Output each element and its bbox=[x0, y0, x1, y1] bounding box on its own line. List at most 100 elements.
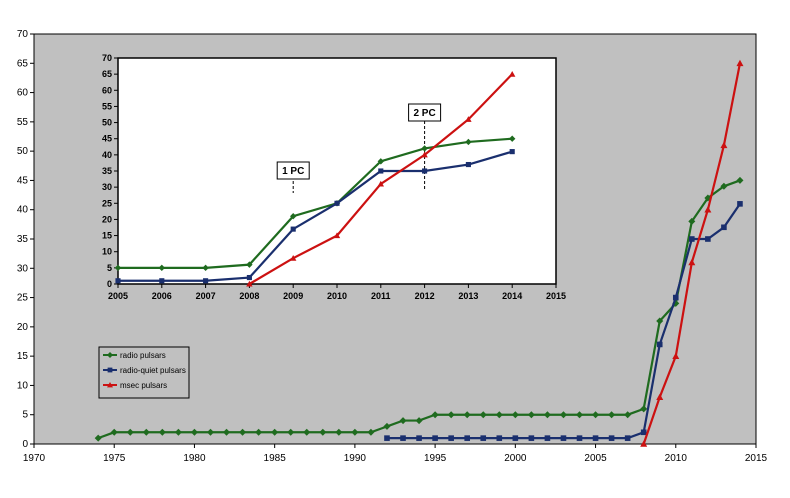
main-y-tick-label: 55 bbox=[17, 117, 29, 128]
inset-x-tick-label: 2014 bbox=[502, 291, 522, 301]
main-point-radio-quiet-pulsars bbox=[737, 201, 743, 207]
main-y-tick-label: 40 bbox=[17, 205, 29, 216]
annotation-box bbox=[408, 103, 442, 122]
main-y-tick-label: 45 bbox=[17, 175, 29, 186]
main-point-radio-quiet-pulsars bbox=[416, 435, 422, 441]
inset-y-tick-label: 25 bbox=[102, 198, 112, 208]
main-point-radio-pulsars bbox=[158, 428, 166, 436]
inset-point-radio-pulsars bbox=[246, 261, 253, 268]
legend: radio pulsars radio-quiet pulsars msec pul… bbox=[98, 346, 190, 399]
main-y-tick-label: 20 bbox=[17, 322, 29, 333]
main-point-radio-quiet-pulsars bbox=[464, 435, 470, 441]
inset-point-radio-pulsars bbox=[509, 135, 516, 142]
main-x-tick-label: 2010 bbox=[665, 453, 688, 464]
main-point-msec-pulsars bbox=[672, 352, 680, 359]
main-point-radio-pulsars bbox=[190, 428, 198, 436]
inset-x-tick-label: 2005 bbox=[108, 291, 128, 301]
main-series-radio-quiet-pulsars bbox=[384, 201, 743, 441]
main-point-radio-quiet-pulsars bbox=[512, 435, 519, 441]
inset-point-msec-pulsars bbox=[421, 151, 428, 158]
main-point-radio-pulsars bbox=[223, 428, 231, 436]
main-point-radio-quiet-pulsars bbox=[672, 294, 679, 301]
inset-point-radio-quiet-pulsars bbox=[115, 278, 121, 284]
main-point-radio-quiet-pulsars bbox=[432, 435, 438, 441]
main-point-radio-pulsars bbox=[479, 411, 487, 419]
inset-x-tick-label: 2013 bbox=[458, 291, 478, 301]
inset-y-tick-label: 0 bbox=[107, 279, 112, 289]
inset-plot-area bbox=[117, 57, 557, 285]
inset-line-radio-quiet-pulsars bbox=[118, 150, 513, 282]
main-y-tick-label: 65 bbox=[17, 58, 29, 69]
inset-point-radio-pulsars bbox=[377, 158, 384, 165]
inset-x-tick-label: 2011 bbox=[371, 291, 391, 301]
main-point-radio-pulsars bbox=[174, 428, 182, 436]
legend-item-radio-pulsars: radio pulsars bbox=[103, 351, 166, 360]
inset-y-tick-label: 55 bbox=[102, 101, 112, 111]
annotation-label: 1 PC bbox=[282, 166, 304, 177]
main-x-tick-label: 2005 bbox=[584, 453, 607, 464]
inset-point-radio-pulsars bbox=[290, 213, 297, 220]
main-point-radio-pulsars bbox=[255, 428, 263, 436]
main-x-tick-label: 1985 bbox=[264, 453, 287, 464]
inset-point-radio-quiet-pulsars bbox=[290, 226, 296, 232]
main-point-radio-quiet-pulsars bbox=[705, 236, 711, 242]
inset-y-tick-label: 5 bbox=[107, 263, 112, 273]
annotation-label: 2 PC bbox=[413, 108, 435, 119]
inset-y-tick-label: 10 bbox=[102, 247, 112, 257]
legend-swatch-marker bbox=[107, 367, 113, 373]
main-point-msec-pulsars bbox=[640, 440, 648, 447]
legend-item-radio-quiet-pulsars: radio-quiet pulsars bbox=[103, 366, 186, 375]
main-point-radio-pulsars bbox=[463, 411, 471, 419]
main-point-radio-pulsars bbox=[543, 411, 551, 419]
main-x-tick-label: 1995 bbox=[424, 453, 447, 464]
main-point-msec-pulsars bbox=[736, 59, 744, 67]
legend-label: radio pulsars bbox=[120, 351, 166, 360]
main-point-radio-pulsars bbox=[495, 411, 503, 419]
main-point-radio-pulsars bbox=[110, 428, 118, 436]
main-point-radio-pulsars bbox=[559, 411, 567, 419]
inset-point-radio-quiet-pulsars bbox=[422, 168, 428, 174]
inset-y-tick-label: 20 bbox=[102, 214, 112, 224]
main-point-radio-pulsars bbox=[206, 428, 214, 436]
inset-point-radio-pulsars bbox=[421, 145, 428, 152]
main-point-radio-pulsars bbox=[239, 428, 247, 436]
inset-series-radio-quiet-pulsars bbox=[115, 149, 515, 284]
main-point-radio-pulsars bbox=[94, 434, 102, 442]
inset-point-msec-pulsars bbox=[465, 116, 472, 122]
inset-chart: 0 5 10 15 20 25 30 35 40 45 50 55 60 65 70 2005 2006 2007… bbox=[102, 53, 566, 301]
main-y-tick-label: 60 bbox=[17, 88, 29, 99]
inset-y-tick-label: 45 bbox=[102, 134, 112, 144]
main-point-radio-pulsars bbox=[656, 317, 664, 325]
main-point-radio-pulsars bbox=[527, 411, 535, 419]
main-point-radio-quiet-pulsars bbox=[480, 435, 487, 441]
inset-y-tick-label: 65 bbox=[102, 69, 112, 79]
main-point-radio-pulsars bbox=[415, 417, 423, 425]
main-point-radio-pulsars bbox=[335, 428, 343, 436]
main-y-tick-label: 25 bbox=[17, 293, 29, 304]
inset-point-radio-quiet-pulsars bbox=[246, 274, 252, 281]
inset-series-msec-pulsars bbox=[246, 70, 516, 287]
inset-y-tick-label: 35 bbox=[102, 166, 112, 176]
main-point-radio-pulsars bbox=[447, 411, 455, 419]
main-point-radio-pulsars bbox=[287, 428, 295, 436]
inset-point-msec-pulsars bbox=[377, 180, 384, 187]
inset-y-tick-label: 30 bbox=[102, 182, 112, 192]
inset-line-radio-pulsars bbox=[118, 137, 513, 269]
main-point-radio-quiet-pulsars bbox=[721, 224, 727, 231]
main-x-tick-label: 2015 bbox=[745, 453, 768, 464]
inset-y-tick-label: 40 bbox=[102, 150, 112, 160]
main-series-msec-pulsars bbox=[640, 59, 744, 447]
main-point-radio-pulsars bbox=[367, 428, 375, 436]
main-point-radio-quiet-pulsars bbox=[624, 435, 631, 441]
main-point-radio-quiet-pulsars bbox=[592, 435, 599, 441]
inset-y-tick-label: 50 bbox=[102, 118, 112, 128]
inset-x-tick-label: 2009 bbox=[283, 291, 303, 301]
inset-y-tick-label: 15 bbox=[102, 231, 112, 241]
inset-point-radio-quiet-pulsars bbox=[465, 161, 471, 168]
inset-point-radio-quiet-pulsars bbox=[159, 278, 165, 284]
annotation-box bbox=[276, 161, 310, 180]
main-y-tick-label: 0 bbox=[22, 439, 28, 450]
annotation-1-pc: 1 PC bbox=[276, 161, 310, 193]
main-point-msec-pulsars bbox=[704, 206, 712, 213]
